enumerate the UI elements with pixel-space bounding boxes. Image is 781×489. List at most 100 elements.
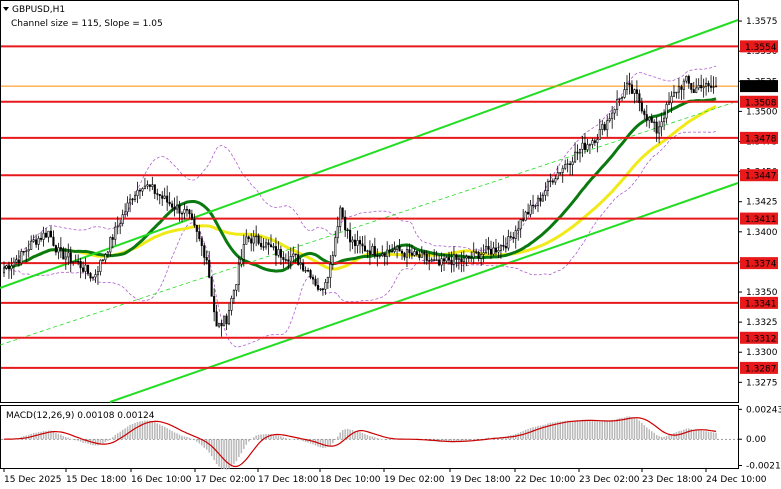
macd-bar — [356, 431, 359, 440]
channel-upper-line — [0, 19, 739, 289]
macd-bar — [559, 421, 561, 440]
candle-body — [77, 260, 80, 263]
candle-body — [462, 257, 465, 262]
macd-bar — [188, 437, 191, 440]
macd-bar — [440, 439, 443, 442]
macd-bar — [255, 435, 257, 440]
macd-bar — [468, 439, 470, 441]
candle-body — [309, 270, 312, 278]
candle-body — [625, 82, 629, 90]
candle-body — [499, 245, 502, 251]
candle-body — [265, 242, 268, 248]
candle-body — [398, 245, 401, 252]
macd-bar — [460, 439, 463, 441]
macd-bar — [275, 435, 277, 440]
chart-title: GBPUSD,H1 — [12, 5, 65, 15]
candle-body — [494, 247, 498, 253]
candle-body — [598, 129, 601, 140]
macd-bar — [589, 420, 591, 440]
macd-bar — [277, 435, 280, 440]
macd-bar — [243, 439, 245, 449]
candle-body — [346, 229, 349, 232]
candle-body — [561, 167, 564, 173]
candle-body — [697, 85, 700, 89]
candle-body — [621, 97, 624, 99]
macd-bar — [383, 439, 386, 440]
candle-body — [569, 163, 572, 165]
dropdown-triangle-icon[interactable] — [3, 7, 9, 11]
candle-body — [230, 298, 233, 311]
macd-bar — [564, 420, 566, 440]
level-tag — [740, 331, 778, 344]
candle-body — [64, 256, 67, 260]
candle-body — [497, 250, 500, 253]
macd-bar — [285, 438, 287, 440]
time-tick-label: 15 Dec 2025 — [4, 475, 62, 485]
candle-body — [257, 235, 260, 244]
candle-body — [242, 244, 245, 260]
candle-body — [418, 254, 421, 258]
candle-body — [512, 236, 515, 239]
chart-header: GBPUSD,H1 Channel size = 115, Slope = 1.… — [3, 5, 163, 29]
candle-body — [168, 201, 171, 205]
candle-body — [354, 239, 357, 246]
level-tag — [740, 361, 778, 374]
macd-bar — [176, 433, 178, 440]
current-price-tag — [740, 80, 778, 93]
macd-bar — [586, 420, 589, 440]
candle-body — [433, 259, 436, 261]
candle-body — [396, 245, 399, 250]
macd-bar — [710, 432, 712, 440]
level-tag — [740, 296, 778, 309]
candle-body — [420, 252, 423, 258]
candle-body — [593, 140, 596, 143]
macd-bar — [55, 433, 57, 440]
candle-body — [667, 102, 671, 105]
candle-body — [72, 260, 75, 263]
candle-body — [104, 254, 107, 261]
candle-body — [428, 260, 431, 262]
candle-body — [218, 322, 221, 327]
candle-body — [603, 124, 606, 131]
macd-bar — [628, 416, 631, 440]
candle-body — [129, 198, 132, 204]
macd-bar — [146, 420, 149, 440]
candle-body — [423, 252, 426, 255]
candle-body — [633, 89, 636, 94]
macd-bar — [604, 421, 606, 440]
candle-body — [109, 237, 112, 253]
macd-bar — [381, 439, 383, 440]
candle-body — [485, 246, 488, 253]
macd-bar — [646, 427, 648, 440]
candle-body — [260, 243, 263, 247]
macd-bar — [623, 417, 626, 440]
candles — [2, 72, 718, 337]
candle-body — [386, 249, 389, 257]
time-tick-label: 22 Dec 10:00 — [515, 475, 576, 485]
candle-body — [284, 259, 287, 261]
chart-subtitle: Channel size = 115, Slope = 1.05 — [11, 19, 163, 29]
candle-body — [27, 249, 30, 252]
macd-bar — [549, 422, 552, 440]
candle-body — [576, 151, 579, 154]
candle-body — [62, 248, 65, 260]
candle-body — [507, 236, 510, 249]
candle-body — [163, 195, 166, 199]
candle-body — [329, 263, 332, 278]
candle-body — [316, 285, 320, 290]
candle-body — [96, 271, 99, 275]
candle-body — [5, 265, 8, 269]
macd-bar — [84, 439, 87, 443]
candle-body — [455, 254, 458, 260]
macd-bar — [707, 431, 710, 440]
macd-bar — [371, 436, 374, 440]
candle-body — [188, 209, 191, 215]
macd-bar — [230, 439, 233, 467]
macd-signal-line — [3, 417, 717, 468]
macd-bar — [102, 439, 104, 444]
candle-body — [373, 246, 376, 256]
candle-body — [408, 249, 411, 254]
macd-bar — [166, 428, 168, 440]
candle-body — [232, 289, 235, 299]
